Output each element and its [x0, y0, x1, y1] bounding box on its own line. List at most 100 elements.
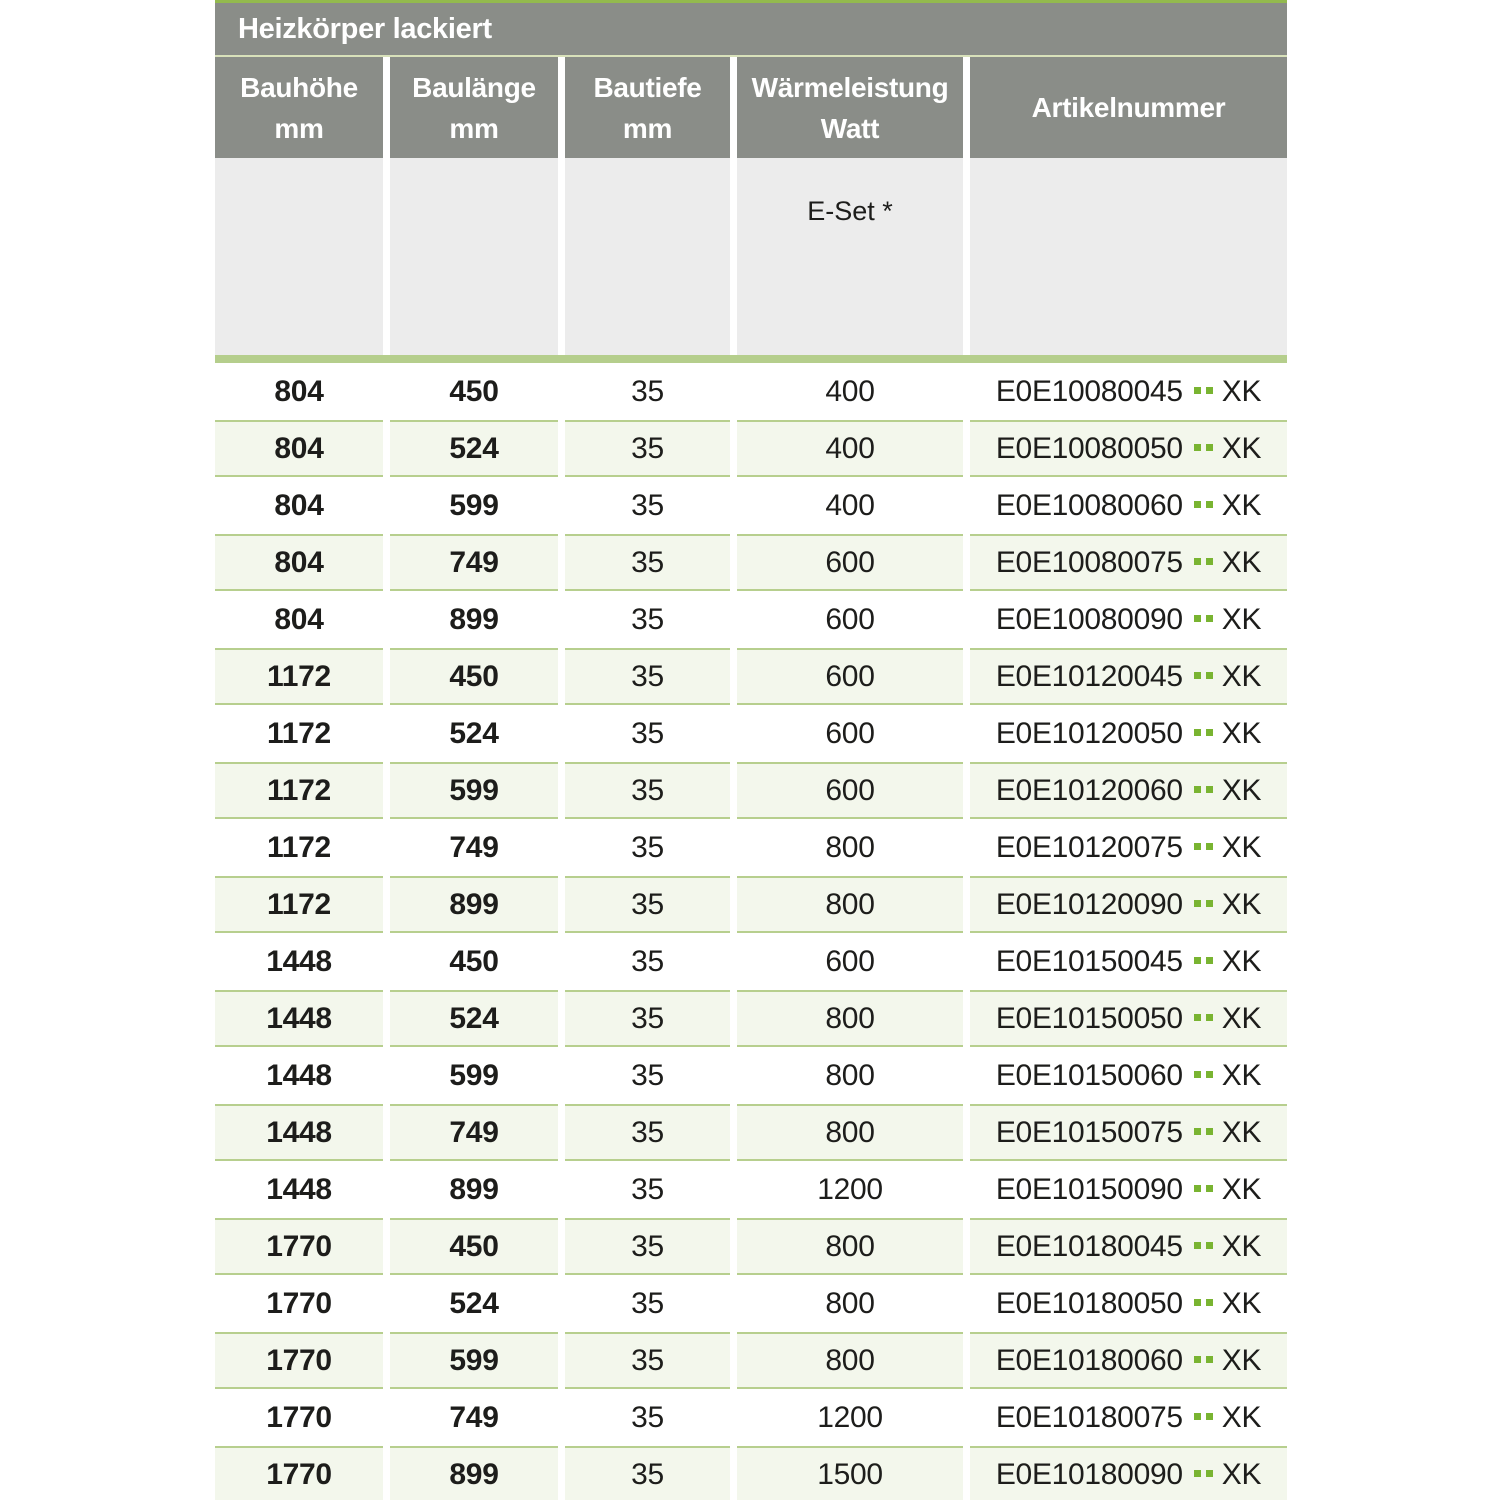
artikelnummer-suffix: XK: [1221, 944, 1262, 978]
column-header-row: Bauhöhe mm Baulänge mm Bautiefe mm Wärme…: [215, 57, 1287, 158]
bautiefe-cell: 35: [565, 534, 730, 591]
bautiefe-cell: 35: [565, 1332, 730, 1389]
watt-cell: 800: [737, 1104, 963, 1161]
artikelnummer-prefix: E0E10080045: [995, 374, 1183, 408]
table-row: 1770 524 35 800 E0E10180050 XK: [215, 1275, 1287, 1332]
watt-cell: 800: [737, 1332, 963, 1389]
baulaenge-cell: 899: [390, 591, 558, 648]
column-header-unit: Watt: [820, 112, 880, 144]
baulaenge-cell: 599: [390, 1047, 558, 1104]
bauhoehe-cell: 804: [215, 591, 383, 648]
baulaenge-cell: 524: [390, 1275, 558, 1332]
artikelnummer-cell: E0E10150090 XK: [970, 1161, 1287, 1218]
placeholder-dot-icon: [1193, 1128, 1201, 1135]
baulaenge-cell: 749: [390, 1389, 558, 1446]
column-header-bautiefe: Bautiefe mm: [565, 57, 730, 158]
artikelnummer-prefix: E0E10180050: [995, 1286, 1183, 1320]
artikelnummer-prefix: E0E10120090: [995, 887, 1183, 921]
baulaenge-cell: 899: [390, 1446, 558, 1500]
bautiefe-cell: 35: [565, 1104, 730, 1161]
artikelnummer-suffix: XK: [1221, 716, 1262, 750]
column-header-baulaenge: Baulänge mm: [390, 57, 558, 158]
bautiefe-cell: 35: [565, 420, 730, 477]
bauhoehe-cell: 1172: [215, 819, 383, 876]
artikelnummer-suffix: XK: [1221, 1286, 1262, 1320]
artikelnummer-cell: E0E10080075 XK: [970, 534, 1287, 591]
artikelnummer-prefix: E0E10120060: [995, 773, 1183, 807]
bautiefe-cell: 35: [565, 1047, 730, 1104]
bautiefe-cell: 35: [565, 1446, 730, 1500]
watt-cell: 800: [737, 990, 963, 1047]
placeholder-dot-icon: [1193, 1242, 1201, 1249]
bautiefe-cell: 35: [565, 990, 730, 1047]
bautiefe-cell: 35: [565, 477, 730, 534]
column-header-unit: mm: [274, 112, 324, 144]
table-row: 1448 749 35 800 E0E10150075 XK: [215, 1104, 1287, 1161]
placeholder-dot-icon: [1205, 444, 1213, 451]
table-row: 804 450 35 400 E0E10080045 XK: [215, 363, 1287, 420]
artikelnummer-suffix: XK: [1221, 659, 1262, 693]
placeholder-dot-icon: [1193, 786, 1201, 793]
bautiefe-cell: 35: [565, 1275, 730, 1332]
artikelnummer-prefix: E0E10080060: [995, 488, 1183, 522]
artikelnummer-prefix: E0E10180045: [995, 1229, 1183, 1263]
bautiefe-cell: 35: [565, 933, 730, 990]
bauhoehe-cell: 1770: [215, 1332, 383, 1389]
artikelnummer-suffix: XK: [1221, 1457, 1262, 1491]
placeholder-dot-icon: [1205, 729, 1213, 736]
table-row: 1448 899 35 1200 E0E10150090 XK: [215, 1161, 1287, 1218]
baulaenge-cell: 524: [390, 420, 558, 477]
placeholder-dot-icon: [1205, 1470, 1213, 1477]
artikelnummer-cell: E0E10180075 XK: [970, 1389, 1287, 1446]
placeholder-dot-icon: [1193, 387, 1201, 394]
artikelnummer-cell: E0E10080090 XK: [970, 591, 1287, 648]
artikelnummer-suffix: XK: [1221, 887, 1262, 921]
table-row: 1172 450 35 600 E0E10120045 XK: [215, 648, 1287, 705]
artikelnummer-suffix: XK: [1221, 1058, 1262, 1092]
bauhoehe-cell: 1448: [215, 990, 383, 1047]
placeholder-dot-icon: [1193, 1299, 1201, 1306]
subheader-cell-eset: E-Set *: [737, 158, 963, 355]
watt-cell: 1200: [737, 1161, 963, 1218]
artikelnummer-suffix: XK: [1221, 1343, 1262, 1377]
placeholder-dot-icon: [1205, 387, 1213, 394]
radiator-spec-table: Heizkörper lackiert Bauhöhe mm Baulänge …: [215, 0, 1287, 1500]
artikelnummer-prefix: E0E10120050: [995, 716, 1183, 750]
bautiefe-cell: 35: [565, 876, 730, 933]
placeholder-dot-icon: [1205, 1185, 1213, 1192]
placeholder-dot-icon: [1193, 729, 1201, 736]
placeholder-dot-icon: [1193, 957, 1201, 964]
artikelnummer-cell: E0E10080060 XK: [970, 477, 1287, 534]
artikelnummer-cell: E0E10150045 XK: [970, 933, 1287, 990]
placeholder-dot-icon: [1205, 1413, 1213, 1420]
watt-cell: 800: [737, 1275, 963, 1332]
artikelnummer-cell: E0E10150050 XK: [970, 990, 1287, 1047]
subheader-cell-artikelnummer: [970, 158, 1287, 355]
placeholder-dot-icon: [1205, 672, 1213, 679]
artikelnummer-prefix: E0E10180060: [995, 1343, 1183, 1377]
subheader-row: E-Set *: [215, 158, 1287, 355]
watt-cell: 800: [737, 819, 963, 876]
table-row: 804 899 35 600 E0E10080090 XK: [215, 591, 1287, 648]
bauhoehe-cell: 1448: [215, 1104, 383, 1161]
column-header-bauhoehe: Bauhöhe mm: [215, 57, 383, 158]
baulaenge-cell: 899: [390, 876, 558, 933]
column-header-label: Artikelnummer: [1031, 92, 1226, 123]
placeholder-dot-icon: [1193, 1470, 1201, 1477]
placeholder-dot-icon: [1193, 1071, 1201, 1078]
artikelnummer-suffix: XK: [1221, 830, 1262, 864]
bauhoehe-cell: 1770: [215, 1389, 383, 1446]
subheader-cell-baulaenge: [390, 158, 558, 355]
table-row: 1172 899 35 800 E0E10120090 XK: [215, 876, 1287, 933]
bauhoehe-cell: 1448: [215, 933, 383, 990]
artikelnummer-cell: E0E10120075 XK: [970, 819, 1287, 876]
column-header-waermeleistung: Wärmeleistung Watt: [737, 57, 963, 158]
watt-cell: 400: [737, 420, 963, 477]
table-row: 1448 599 35 800 E0E10150060 XK: [215, 1047, 1287, 1104]
baulaenge-cell: 749: [390, 534, 558, 591]
artikelnummer-cell: E0E10150060 XK: [970, 1047, 1287, 1104]
column-header-artikelnummer: Artikelnummer: [970, 57, 1287, 158]
bautiefe-cell: 35: [565, 648, 730, 705]
table-row: 1770 599 35 800 E0E10180060 XK: [215, 1332, 1287, 1389]
artikelnummer-prefix: E0E10080075: [995, 545, 1183, 579]
